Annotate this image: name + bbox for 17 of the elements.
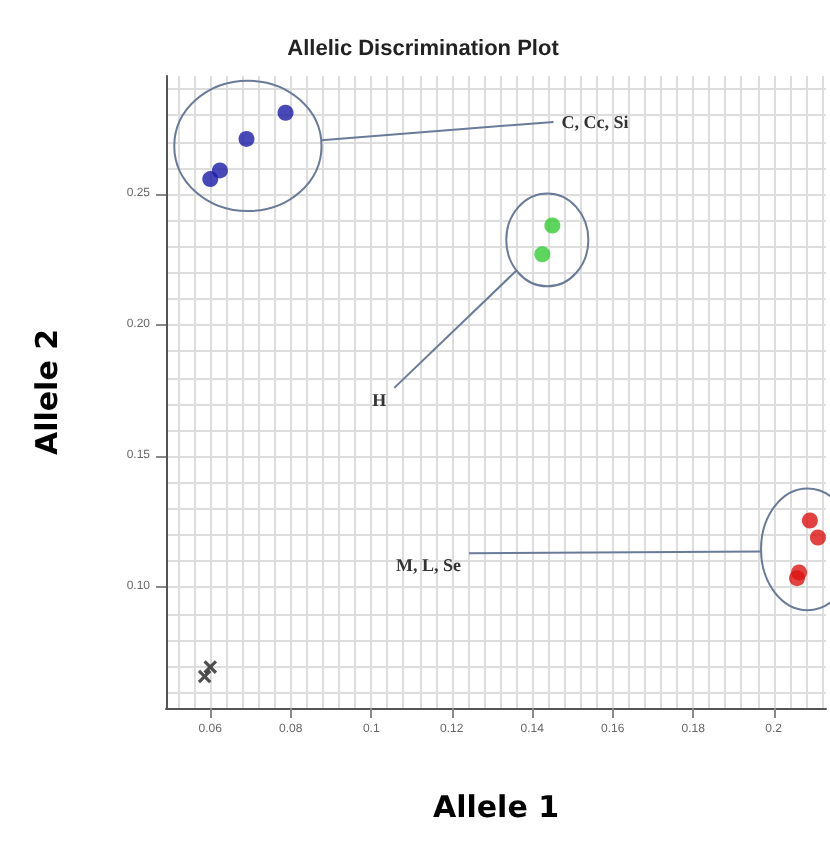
point	[534, 246, 551, 263]
point	[277, 104, 294, 121]
point	[203, 660, 218, 674]
point	[238, 130, 255, 147]
y-axis-title: Allele 2	[29, 328, 65, 456]
chart-title: Allelic Discrimination Plot	[287, 37, 560, 61]
annotation: H	[372, 389, 387, 410]
annotation: C, Cc, Si	[561, 111, 630, 132]
annotation: M, L, Se	[396, 555, 462, 576]
point	[809, 529, 826, 546]
x-axis-title: Allele 1	[432, 789, 560, 825]
point	[197, 669, 212, 684]
point	[544, 217, 561, 234]
point	[789, 570, 806, 587]
point	[801, 512, 818, 529]
point	[202, 171, 219, 188]
point	[211, 162, 228, 179]
